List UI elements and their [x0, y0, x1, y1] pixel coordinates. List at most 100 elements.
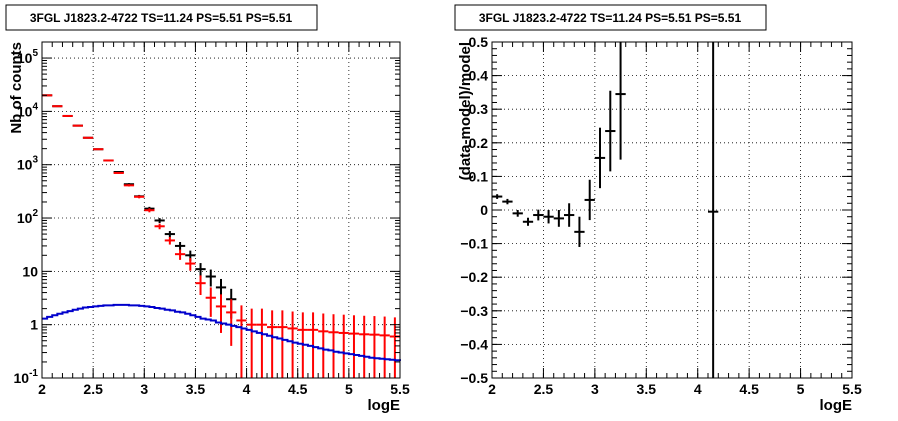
residual-point [543, 210, 554, 224]
model-count-point [338, 314, 349, 378]
y-tick-label: 10 [22, 263, 38, 279]
model-count-point [72, 124, 83, 127]
x-tick-label: 4 [243, 381, 251, 397]
model-count-point [154, 223, 165, 230]
y-tick-base: 10 [17, 50, 33, 66]
x-tick-label: 2 [38, 381, 46, 397]
model-count-point [287, 311, 298, 378]
y-tick-label: 0.3 [469, 101, 489, 117]
residual-point [605, 90, 616, 172]
model-count-point [328, 314, 339, 378]
x-tick-label: 3.5 [637, 381, 657, 397]
model-count-point [134, 195, 145, 199]
model-count-point [164, 236, 175, 245]
model-count-point [246, 308, 257, 378]
data-point [174, 242, 186, 251]
residual-point [512, 210, 523, 217]
y-tick-label: 0.1 [469, 168, 489, 184]
y-tick-label: 102 [17, 208, 39, 226]
x-tick-label: 2.5 [83, 381, 103, 397]
residual-point [502, 198, 513, 205]
y-tick-label: −0.4 [460, 336, 488, 352]
model-count-point [215, 294, 227, 333]
model-count-point [93, 148, 104, 151]
y-tick-exponent: 5 [32, 48, 38, 59]
y-tick-label: −0.2 [460, 269, 488, 285]
x-tick-label: 2.5 [534, 381, 554, 397]
model-count-point [256, 308, 268, 378]
residual-point [594, 127, 606, 189]
y-tick-label: 105 [17, 48, 39, 66]
x-axis-title: logE [368, 397, 401, 414]
x-axis-title: logE [820, 397, 853, 414]
y-tick-label: −0.3 [460, 303, 488, 319]
model-count-point [267, 310, 278, 378]
y-tick-base: 10 [17, 210, 33, 226]
residuals-panel: 2 2.5 3 3.5 4 4.5 5 5.5 −0.5 −0.4 −0.3 −0.2 −0.1 0 0.1… [454, 4, 862, 414]
y-tick-base: 1 [30, 317, 38, 333]
model-count-point [369, 316, 380, 378]
model-count-point [226, 299, 237, 346]
y-tick-exponent: 2 [32, 208, 38, 219]
model-count-point [205, 287, 216, 317]
grid-lines [492, 42, 852, 378]
residual-point [708, 42, 719, 378]
title-box [5, 4, 318, 31]
x-tick-label: 3 [591, 381, 599, 397]
data-point [164, 231, 175, 238]
residual-point [574, 216, 585, 247]
chart-title: 3FGL J1823.2-4722 TS=11.24 PS=5.51 PS=5.… [479, 11, 742, 25]
x-tick-label: 5 [345, 381, 353, 397]
residual-point [553, 210, 564, 227]
y-axis-title: (data-model)/model [457, 42, 474, 180]
y-tick-label: 0.4 [469, 68, 489, 84]
y-tick-label: 103 [17, 155, 39, 173]
y-tick-base: 10 [22, 263, 38, 279]
model-count-point [236, 305, 247, 378]
plot-frame [41, 41, 401, 379]
model-count-point [348, 315, 360, 378]
x-tick-label: 3 [140, 381, 148, 397]
y-tick-label: 0.5 [469, 34, 489, 50]
model-count-point [82, 136, 94, 139]
y-tick-label: 104 [17, 101, 39, 119]
y-tick-label: −0.1 [460, 236, 488, 252]
x-tick-label: 5.5 [842, 381, 862, 397]
model-count-point [359, 315, 370, 378]
title-box [454, 4, 767, 31]
model-count-point [389, 317, 400, 378]
model-count-point [144, 208, 155, 213]
model-count-point [123, 184, 135, 187]
residual-point [615, 42, 626, 160]
model-count-point [103, 159, 114, 162]
model-count-point [62, 114, 73, 117]
residual-point [584, 179, 595, 221]
x-tick-label: 5.5 [390, 381, 410, 397]
y-tick-base: 10 [17, 103, 33, 119]
y-tick-exponent: 4 [32, 101, 38, 112]
model-count-point [277, 310, 288, 378]
residual-point [564, 203, 575, 227]
data-point [154, 218, 165, 224]
y-tick-label: 0 [480, 202, 488, 218]
y-tick-base: 10 [14, 370, 30, 386]
model-count-point [195, 275, 206, 296]
model-count-point [185, 258, 196, 271]
y-tick-label: −0.5 [460, 370, 488, 386]
model-curve [42, 303, 401, 362]
data-point [205, 269, 216, 287]
x-tick-label: 4.5 [739, 381, 759, 397]
x-tick-label: 4 [694, 381, 702, 397]
y-axis-title: Nb of counts [8, 42, 25, 134]
y-tick-label: 1 [30, 317, 38, 333]
series-layer [492, 42, 719, 378]
y-tick-exponent: -1 [29, 368, 38, 379]
chart-title: 3FGL J1823.2-4722 TS=11.24 PS=5.51 PS=5.… [30, 11, 293, 25]
x-tick-label: 3.5 [186, 381, 206, 397]
y-tick-base: 10 [17, 157, 33, 173]
grid-lines [42, 42, 400, 378]
model-count-point [113, 171, 124, 174]
